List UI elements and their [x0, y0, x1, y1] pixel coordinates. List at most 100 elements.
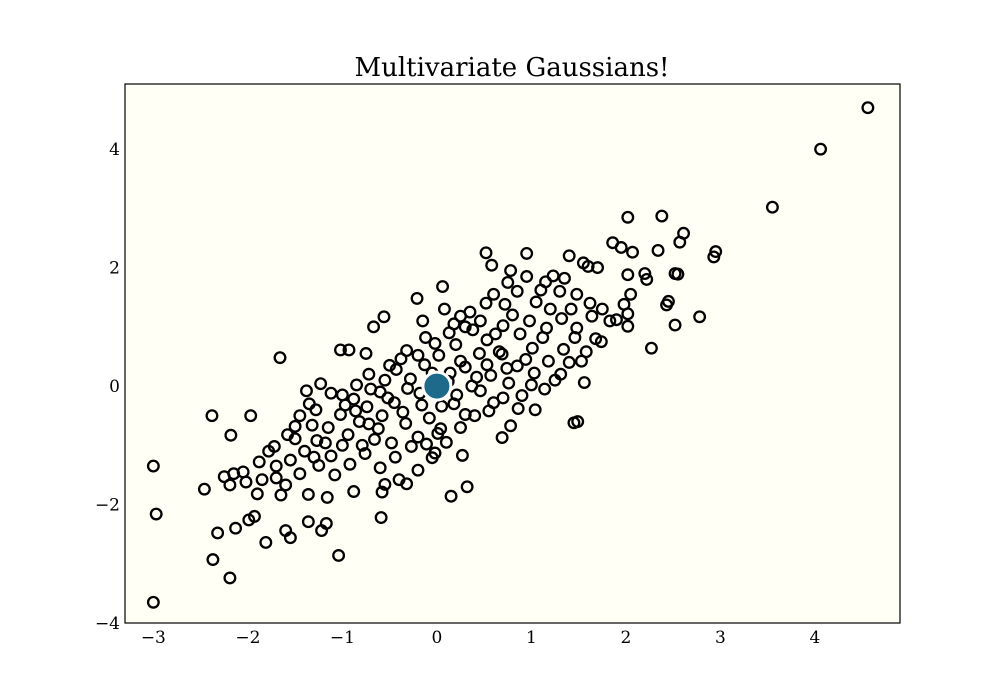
data-point: [279, 478, 293, 492]
data-point: [300, 384, 313, 398]
data-point: [375, 485, 389, 499]
data-point: [709, 245, 723, 259]
data-point: [302, 397, 316, 411]
data-point: [314, 377, 328, 391]
data-point: [419, 331, 432, 344]
data-point: [660, 298, 674, 312]
data-point: [283, 453, 297, 467]
y-tick-label: −4: [95, 614, 120, 634]
data-point: [359, 347, 373, 360]
data-point: [328, 468, 342, 482]
data-point: [468, 409, 482, 423]
data-point: [529, 295, 543, 309]
data-point: [301, 515, 315, 529]
data-point: [244, 409, 258, 423]
data-point: [504, 264, 518, 278]
data-point: [438, 302, 451, 316]
data-point: [570, 321, 584, 335]
data-point: [293, 409, 307, 423]
data-point: [553, 284, 567, 298]
data-point: [591, 261, 605, 275]
x-tick-label: 4: [810, 628, 821, 648]
data-point: [381, 391, 395, 405]
x-tick-label: −2: [235, 628, 260, 648]
data-point: [373, 461, 387, 475]
data-point: [332, 549, 346, 562]
data-point: [388, 450, 402, 464]
data-point: [519, 352, 533, 366]
data-point: [269, 459, 283, 473]
data-point: [554, 367, 568, 381]
x-axis: −3 −2 −1 0 1 2 3 4: [141, 628, 821, 648]
data-point: [555, 312, 569, 326]
data-point: [651, 243, 665, 257]
data-point: [403, 372, 417, 386]
data-point: [334, 343, 347, 357]
data-point: [418, 358, 432, 372]
data-point: [352, 415, 366, 429]
data-point: [227, 467, 241, 481]
plot-area: [124, 83, 901, 624]
data-point: [310, 434, 324, 448]
data-point: [495, 431, 509, 445]
data-point: [342, 343, 356, 357]
data-point: [595, 302, 609, 316]
data-point: [432, 348, 446, 362]
data-point: [259, 535, 273, 549]
data-point: [410, 291, 424, 305]
data-point: [368, 432, 381, 446]
data-point: [224, 428, 238, 442]
chart-title: Multivariate Gaussians!: [354, 53, 669, 83]
x-tick-label: 0: [431, 628, 442, 648]
data-point: [479, 246, 493, 260]
data-point: [255, 473, 269, 487]
data-point: [614, 241, 628, 254]
data-point: [378, 477, 392, 491]
data-point: [579, 345, 593, 359]
data-point: [444, 489, 458, 503]
data-point: [320, 490, 334, 504]
data-point: [465, 379, 479, 393]
data-point: [283, 531, 297, 545]
x-tick-label: 2: [621, 628, 632, 648]
x-tick-label: −3: [141, 628, 166, 648]
data-point: [324, 386, 338, 400]
data-point: [362, 367, 376, 381]
data-point: [450, 388, 464, 402]
data-point: [496, 391, 510, 405]
data-point: [510, 284, 524, 298]
data-point: [502, 376, 516, 390]
data-point: [411, 348, 425, 362]
data-point: [396, 405, 410, 419]
data-point: [206, 553, 220, 567]
data-point: [482, 404, 496, 418]
data-point: [422, 411, 436, 425]
y-tick-label: 0: [109, 377, 120, 397]
data-point: [557, 342, 570, 356]
data-point: [621, 268, 635, 282]
data-point: [861, 101, 875, 115]
x-tick-label: −1: [330, 628, 355, 648]
data-point: [420, 437, 433, 451]
data-point: [577, 376, 591, 389]
data-point: [149, 507, 163, 521]
data-point: [472, 347, 486, 360]
data-point: [318, 436, 332, 450]
data-point: [528, 403, 542, 417]
data-point: [347, 392, 361, 406]
data-point: [466, 323, 480, 337]
data-point: [594, 335, 608, 349]
data-point: [197, 482, 211, 496]
data-point: [520, 270, 534, 283]
y-tick-label: 4: [109, 140, 120, 160]
data-point: [343, 457, 357, 471]
data-point: [485, 258, 499, 272]
data-point: [375, 409, 389, 423]
data-point: [621, 210, 635, 224]
data-point: [693, 310, 707, 324]
data-point: [394, 352, 408, 366]
data-point: [523, 314, 536, 328]
data-point: [307, 450, 321, 464]
data-point: [341, 428, 355, 442]
data-point: [480, 358, 494, 372]
